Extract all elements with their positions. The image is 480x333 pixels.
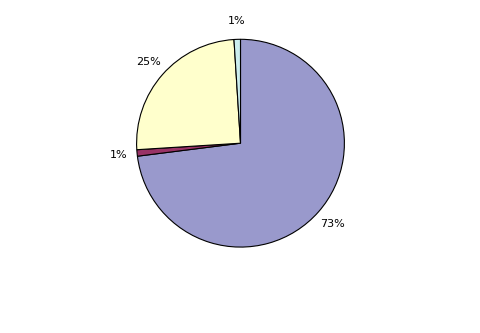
Text: 25%: 25%	[136, 57, 161, 67]
Wedge shape	[136, 143, 240, 156]
Wedge shape	[136, 40, 240, 150]
Text: 1%: 1%	[109, 150, 127, 160]
Wedge shape	[233, 39, 240, 143]
Text: 73%: 73%	[319, 219, 344, 229]
Text: 1%: 1%	[228, 16, 245, 26]
Wedge shape	[137, 39, 344, 247]
